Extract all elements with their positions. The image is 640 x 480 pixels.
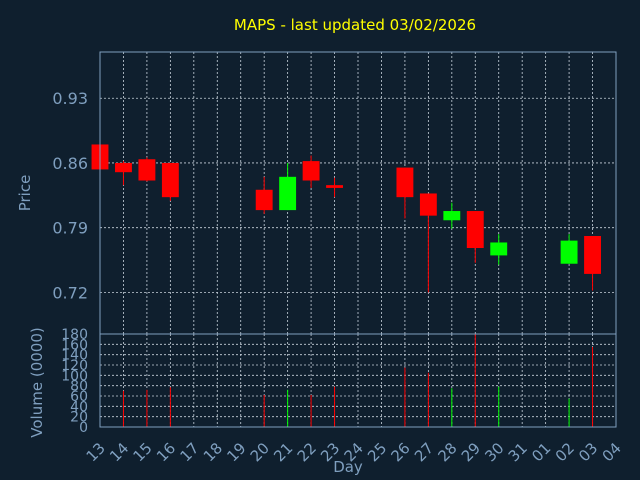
volume-tick-label: 100 xyxy=(61,368,88,384)
candle xyxy=(115,161,132,186)
candle-body xyxy=(161,162,179,198)
day-tick-label: 16 xyxy=(153,439,179,465)
day-tick-label: 28 xyxy=(434,439,460,465)
day-tick-label: 19 xyxy=(223,439,249,465)
candle-body xyxy=(419,193,437,216)
volume-tick-label: 80 xyxy=(70,379,88,395)
day-tick-label: 15 xyxy=(130,439,156,465)
day-tick-label: 22 xyxy=(294,439,320,465)
price-tick-labels: 0.72 0.79 0.86 0.93 xyxy=(52,89,88,302)
candle xyxy=(466,211,484,263)
candle xyxy=(279,162,297,211)
price-tick-label: 0.93 xyxy=(52,89,88,108)
candle-body xyxy=(302,161,320,181)
volume-tick-label: 160 xyxy=(61,337,88,353)
day-tick-label: 17 xyxy=(176,439,202,465)
volume-tick-label: 140 xyxy=(61,348,88,364)
candle xyxy=(584,235,601,291)
volume-tick-label: 120 xyxy=(61,358,88,374)
candle-body xyxy=(396,167,414,198)
candle xyxy=(138,157,156,182)
day-tick-label: 18 xyxy=(200,439,226,465)
price-axis-label: Price xyxy=(16,175,34,212)
volume-tick-label: 20 xyxy=(70,410,88,426)
day-tick-label: 14 xyxy=(106,439,132,465)
candle-body xyxy=(584,235,601,274)
day-tick-label: 27 xyxy=(411,439,437,465)
price-tick-label: 0.72 xyxy=(52,283,88,302)
day-tick-label: 01 xyxy=(528,439,554,465)
day-tick-label: 13 xyxy=(83,439,109,465)
chart-title: MAPS - last updated 03/02/2026 xyxy=(234,16,476,34)
candle xyxy=(443,202,461,229)
volume-panel-frame xyxy=(99,333,617,428)
candle xyxy=(326,177,343,198)
day-tick-label: 25 xyxy=(364,439,390,465)
price-tick-label: 0.86 xyxy=(52,154,88,173)
day-tick-label: 04 xyxy=(599,439,625,465)
volume-tick-label: 60 xyxy=(70,389,88,405)
candle xyxy=(560,234,578,264)
day-tick-label: 30 xyxy=(481,439,507,465)
day-tick-label: 03 xyxy=(575,439,601,465)
volume-axis-label: Volume (0000) xyxy=(28,327,46,437)
candle-body xyxy=(138,159,156,181)
volume-tick-label: 40 xyxy=(70,399,88,415)
candle xyxy=(419,193,437,293)
candle-body xyxy=(466,211,484,249)
day-tick-label: 29 xyxy=(458,439,484,465)
volume-tick-label: 0 xyxy=(79,420,88,436)
candle xyxy=(396,167,414,219)
candle-body xyxy=(255,189,273,211)
candle-body xyxy=(490,242,508,256)
candle-body xyxy=(443,211,461,221)
day-axis-label: Day xyxy=(333,458,363,476)
candle xyxy=(161,162,179,201)
volume-grid xyxy=(99,333,617,428)
day-tick-label: 02 xyxy=(552,439,578,465)
candle-body xyxy=(560,240,578,264)
day-tick-label: 21 xyxy=(270,439,296,465)
candlestick-series xyxy=(91,144,601,293)
candle xyxy=(302,155,320,188)
candle-body xyxy=(279,176,297,211)
volume-tick-label: 180 xyxy=(61,327,88,343)
day-tick-label: 31 xyxy=(505,439,531,465)
candle-body xyxy=(115,162,132,173)
candle-body xyxy=(326,185,343,188)
day-tick-label: 20 xyxy=(247,439,273,465)
candle xyxy=(490,234,508,265)
day-tick-label: 26 xyxy=(388,439,414,465)
candle xyxy=(255,176,273,214)
price-tick-label: 0.79 xyxy=(52,219,88,238)
volume-series xyxy=(122,334,594,427)
